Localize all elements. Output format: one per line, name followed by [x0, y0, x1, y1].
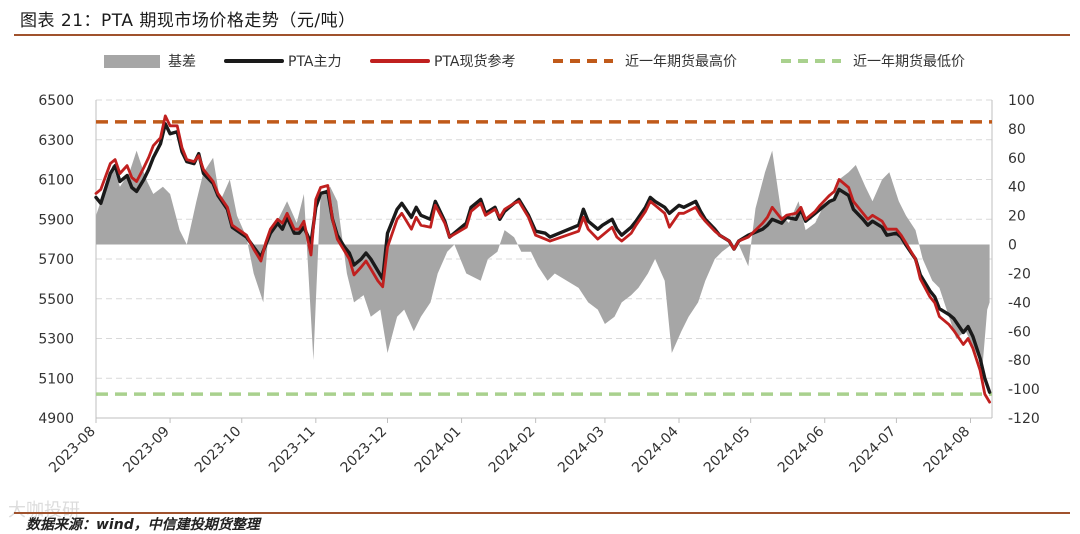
y-right-tick-label: 40: [1008, 180, 1026, 196]
y-left-tick-label: 5500: [38, 292, 74, 308]
x-tick-label: 2024-06: [775, 423, 828, 476]
y-right-tick-label: 20: [1008, 209, 1026, 225]
legend-label: PTA现货参考: [434, 53, 515, 70]
legend-swatch-basis: [104, 55, 160, 68]
y-right-tick-label: 100: [1008, 93, 1035, 109]
x-tick-label: 2024-07: [847, 423, 900, 476]
pta-price-chart: 4900 5100 5300 5500 5700 5900 6100 6300 6500 -12…: [38, 53, 1040, 476]
y-right-tick-label: -100: [1008, 382, 1040, 398]
y-axis-right: -120 -100 -80 -60 -40 -20 0 20 40 60 80 100: [1008, 93, 1040, 427]
legend: 基差 PTA主力 PTA现货参考 近一年期货最高价 近一年期货最低价: [104, 53, 965, 70]
reference-lines-layer: [96, 120, 992, 396]
y-left-tick-label: 6100: [38, 173, 74, 189]
y-left-tick-label: 5300: [38, 332, 74, 348]
x-axis: 2023-08 2023-09 2023-10 2023-11 2023-12 2024-…: [46, 418, 973, 476]
y-axis-left: 4900 5100 5300 5500 5700 5900 6100 6300 6500: [38, 93, 74, 427]
price-lines-layer: [94, 114, 992, 404]
y-right-tick-label: -80: [1008, 353, 1031, 369]
x-tick-label: 2023-09: [120, 424, 173, 477]
y-left-tick-label: 4900: [38, 411, 74, 427]
source-note: 数据来源：wind，中信建投期货整理: [26, 517, 260, 533]
legend-label: PTA主力: [288, 54, 341, 70]
x-tick-label: 2024-05: [701, 424, 754, 477]
title-divider: [14, 34, 1070, 36]
bottom-divider: [14, 512, 1070, 514]
y-right-tick-label: 60: [1008, 151, 1026, 167]
legend-label: 基差: [168, 53, 196, 70]
y-right-tick-label: -20: [1008, 266, 1031, 282]
x-tick-label: 2024-08: [921, 424, 974, 477]
legend-label: 近一年期货最低价: [853, 53, 965, 70]
grid-lines: [95, 99, 993, 419]
x-tick-label: 2023-10: [192, 423, 245, 476]
basis-area: [96, 150, 990, 368]
y-left-tick-label: 5700: [38, 252, 74, 268]
basis-area-layer: [96, 150, 990, 368]
y-left-tick-label: 5100: [38, 371, 74, 387]
x-tick-label: 2024-03: [555, 423, 608, 476]
y-right-tick-label: -120: [1008, 411, 1040, 427]
y-left-tick-label: 6300: [38, 133, 74, 149]
y-right-tick-label: 80: [1008, 122, 1026, 138]
x-tick-label: 2024-01: [412, 424, 465, 477]
figure-title: 图表 21：PTA 期现市场价格走势（元/吨）: [20, 11, 356, 31]
legend-label: 近一年期货最高价: [625, 53, 737, 70]
y-right-tick-label: -40: [1008, 295, 1031, 311]
series-line-spot: [94, 114, 991, 404]
x-tick-label: 2023-08: [46, 424, 99, 477]
x-tick-label: 2024-02: [486, 423, 539, 476]
x-tick-label: 2023-11: [266, 424, 319, 477]
watermark: 大咖投研: [8, 500, 80, 521]
x-tick-label: 2024-04: [629, 423, 682, 476]
y-right-tick-label: 0: [1008, 238, 1017, 254]
y-left-tick-label: 6500: [38, 93, 74, 109]
x-tick-label: 2023-12: [338, 424, 391, 477]
y-right-tick-label: -60: [1008, 324, 1031, 340]
y-left-tick-label: 5900: [38, 212, 74, 228]
